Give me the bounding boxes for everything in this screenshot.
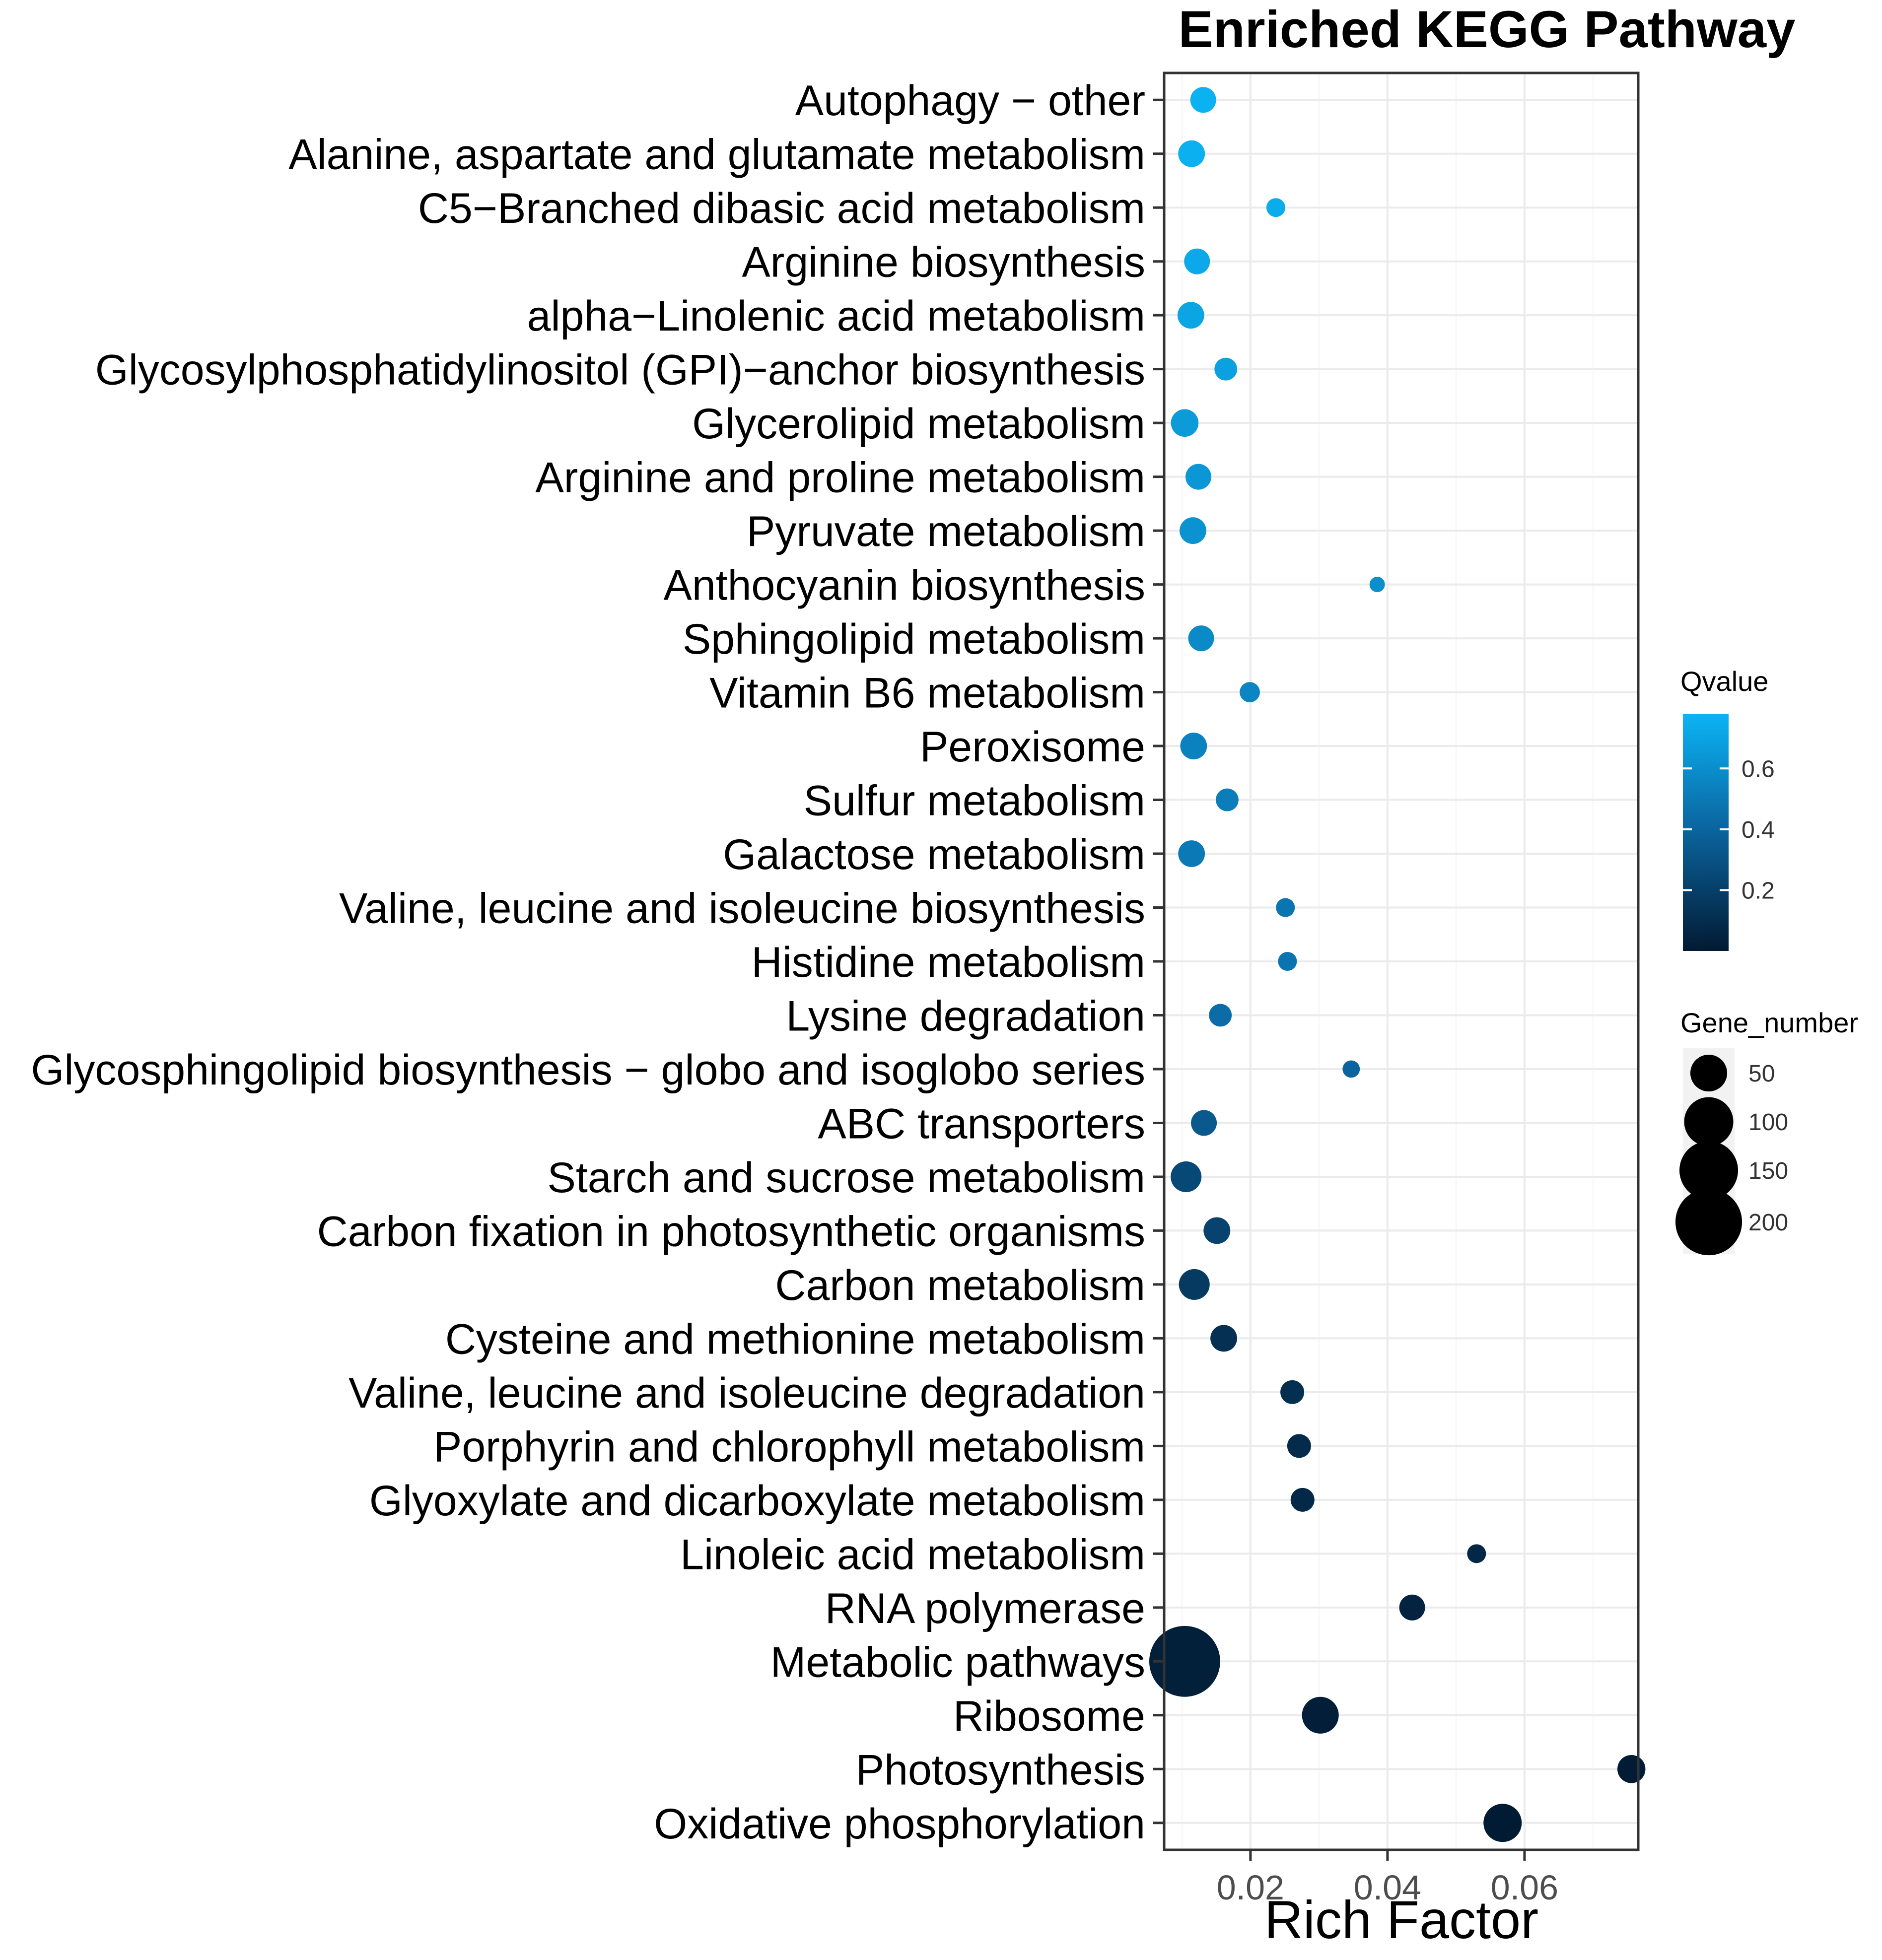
pathway-label: Glyoxylate and dicarboxylate metabolism [369,1477,1145,1525]
pathway-label: Glycerolipid metabolism [692,400,1145,448]
data-point [1180,517,1206,544]
pathway-label: Photosynthesis [856,1746,1145,1794]
data-point [1216,788,1239,811]
pathway-label: Valine, leucine and isoleucine degradati… [349,1369,1145,1417]
data-point [1276,898,1295,917]
gene-number-legend-circle [1675,1188,1743,1256]
pathway-label: Cysteine and methionine metabolism [445,1315,1145,1363]
gene-number-legend-title: Gene_number [1680,1007,1858,1038]
qvalue-tick-label: 0.4 [1742,817,1775,843]
gene-number-legend-label: 200 [1748,1210,1788,1236]
qvalue-legend: Qvalue 0.2 0.4 0.6 [1680,666,1775,951]
pathway-label: Ribosome [953,1692,1145,1740]
pathway-label: Metabolic pathways [770,1638,1145,1686]
pathway-label: Alanine, aspartate and glutamate metabol… [288,131,1145,179]
pathway-label: RNA polymerase [825,1585,1145,1632]
gene-number-legend-circle [1684,1097,1734,1147]
pathway-labels: Autophagy − other Alanine, aspartate and … [31,77,1164,1848]
grid-lines [1164,73,1638,1850]
gene-number-legend-label: 100 [1748,1109,1788,1136]
pathway-label: Vitamin B6 metabolism [709,670,1145,717]
data-point [1185,464,1212,490]
data-point [1287,1434,1311,1458]
pathway-label: Sulfur metabolism [804,777,1145,825]
data-point [1240,682,1260,703]
data-point [1171,409,1199,437]
data-point [1178,840,1205,867]
pathway-label: Oxidative phosphorylation [654,1800,1145,1848]
pathway-label: Peroxisome [920,723,1145,771]
pathway-label: Sphingolipid metabolism [683,615,1145,663]
pathway-label: Arginine biosynthesis [742,239,1145,286]
data-point [1190,87,1216,113]
data-point [1278,951,1297,971]
data-point [1191,1110,1217,1136]
pathway-label: Autophagy − other [795,77,1145,125]
data-point [1214,357,1238,381]
pathway-label: Porphyrin and chlorophyll metabolism [433,1423,1145,1471]
gene-number-legend: Gene_number 50 100 150 200 [1675,1007,1858,1256]
pathway-label: ABC transporters [818,1100,1145,1148]
qvalue-colorbar [1683,714,1729,951]
qvalue-tick-label: 0.6 [1742,756,1775,782]
pathway-label: Carbon fixation in photosynthetic organi… [317,1208,1145,1255]
qvalue-legend-ticks: 0.2 0.4 0.6 [1683,756,1775,904]
data-point [1171,1161,1202,1192]
pathway-label: Lysine degradation [786,992,1145,1040]
pathway-label: Carbon metabolism [775,1262,1145,1309]
data-point [1203,1217,1231,1244]
data-point [1266,198,1285,217]
pathway-label: Anthocyanin biosynthesis [664,562,1145,609]
data-point [1280,1380,1305,1404]
pathway-label: Pyruvate metabolism [747,508,1145,555]
pathway-label: Starch and sucrose metabolism [547,1154,1145,1202]
gene-number-legend-circle [1679,1141,1739,1200]
x-axis-title: Rich Factor [1264,1890,1538,1950]
data-point [1369,577,1385,593]
pathway-label: C5−Branched dibasic acid metabolism [418,185,1145,232]
chart-title: Enriched KEGG Pathway [1179,0,1796,59]
x-tick-label: 0.04 [1354,1868,1421,1907]
data-point [1149,1625,1220,1697]
data-point [1342,1060,1360,1078]
qvalue-tick-label: 0.2 [1742,878,1775,904]
x-axis: 0.02 0.04 0.06 [1217,1850,1558,1907]
pathway-label: alpha−Linolenic acid metabolism [527,292,1145,340]
data-point [1399,1594,1425,1621]
pathway-label: Glycosylphosphatidylinositol (GPI)−ancho… [95,346,1145,394]
x-tick-label: 0.02 [1217,1868,1284,1907]
data-point [1179,1269,1210,1300]
data-point [1467,1544,1486,1563]
pathway-label: Linoleic acid metabolism [680,1531,1145,1578]
x-tick-label: 0.06 [1491,1868,1558,1907]
qvalue-legend-title: Qvalue [1680,666,1768,697]
data-point [1302,1696,1339,1734]
gene-number-legend-circle [1690,1054,1728,1092]
data-point [1177,302,1204,329]
data-point [1184,248,1210,274]
gene-number-legend-items: 50 100 150 200 [1675,1048,1788,1256]
gene-number-legend-label: 50 [1748,1061,1775,1087]
pathway-label: Histidine metabolism [752,939,1145,986]
pathway-label: Arginine and proline metabolism [535,454,1145,502]
data-point [1180,733,1207,759]
pathway-label: Galactose metabolism [723,831,1145,879]
pathway-label: Glycosphingolipid biosynthesis − globo a… [31,1046,1145,1094]
gene-number-legend-label: 150 [1748,1158,1788,1184]
data-point [1483,1804,1522,1842]
data-point [1178,140,1205,167]
data-point [1617,1755,1646,1783]
data-point [1209,1004,1232,1027]
data-point [1290,1487,1315,1512]
pathway-label: Valine, leucine and isoleucine biosynthe… [339,885,1145,933]
data-point [1210,1325,1237,1352]
data-point [1188,625,1214,652]
data-points [1149,87,1646,1842]
